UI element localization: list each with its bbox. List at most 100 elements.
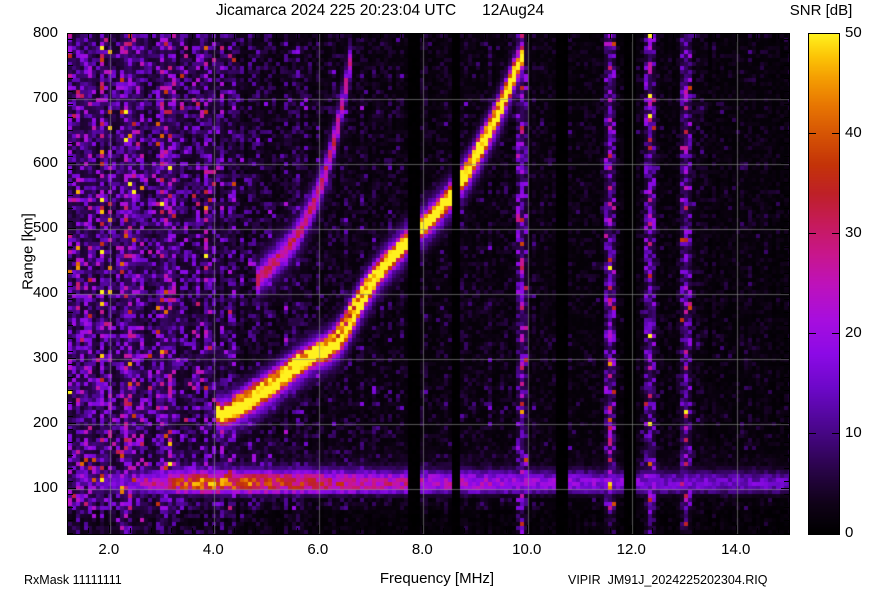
colorbar-gradient [809,34,839,534]
x-minor-tick-mark [192,528,193,533]
y-minor-tick-mark [68,403,73,404]
y-tick-mark [781,228,789,229]
x-minor-tick-mark [339,528,340,533]
figure-title: Jicamarca 2024 225 20:23:04 UTC 12Aug24 [215,2,545,19]
x-minor-tick-mark [192,34,193,39]
y-minor-tick-mark [68,182,73,183]
colorbar-tick-label: 0 [845,524,854,541]
y-minor-tick-mark [784,351,789,352]
x-minor-tick-mark [276,528,277,533]
y-tick-label: 300 [32,348,58,366]
x-minor-tick-mark [464,34,465,39]
y-minor-tick-mark [68,91,73,92]
x-minor-tick-mark [67,528,68,533]
x-minor-tick-mark [569,34,570,39]
footer-datafile: VIPIR JM91J_2024225202304.RIQ [568,573,768,587]
x-tick-mark [318,34,319,42]
y-tick-mark [68,488,76,489]
y-minor-tick-mark [784,507,789,508]
colorbar-tick-label: 50 [845,24,862,41]
y-minor-tick-mark [784,143,789,144]
y-tick-mark [781,488,789,489]
y-tick-mark [68,163,76,164]
y-minor-tick-mark [68,273,73,274]
x-minor-tick-mark [757,528,758,533]
y-minor-tick-mark [784,247,789,248]
colorbar [808,33,840,535]
y-minor-tick-mark [68,364,73,365]
y-minor-tick-mark [68,481,73,482]
x-minor-tick-mark [234,34,235,39]
x-minor-tick-mark [255,528,256,533]
y-minor-tick-mark [784,468,789,469]
x-minor-tick-mark [88,34,89,39]
x-minor-tick-mark [401,528,402,533]
y-minor-tick-mark [68,156,73,157]
x-minor-tick-mark [130,528,131,533]
y-tick-label: 100 [32,478,58,496]
x-minor-tick-mark [673,34,674,39]
y-tick-label: 700 [32,88,58,106]
y-tick-mark [781,358,789,359]
ionogram-heatmap-canvas [68,34,789,534]
y-minor-tick-mark [784,481,789,482]
y-minor-tick-mark [68,78,73,79]
x-minor-tick-mark [778,528,779,533]
x-minor-tick-mark [610,34,611,39]
x-tick-label: 10.0 [512,541,542,558]
colorbar-tick-mark [809,333,816,334]
y-minor-tick-mark [68,312,73,313]
y-minor-tick-mark [68,494,73,495]
y-minor-tick-mark [68,429,73,430]
x-minor-tick-mark [569,528,570,533]
x-tick-mark [318,525,319,533]
y-minor-tick-mark [68,221,73,222]
x-minor-tick-mark [485,34,486,39]
x-minor-tick-mark [67,34,68,39]
y-minor-tick-mark [784,221,789,222]
y-minor-tick-mark [784,52,789,53]
y-tick-mark [781,98,789,99]
y-minor-tick-mark [68,260,73,261]
x-minor-tick-mark [757,34,758,39]
x-minor-tick-mark [171,34,172,39]
x-tick-label: 2.0 [98,541,120,558]
y-minor-tick-mark [68,117,73,118]
x-minor-tick-mark [694,528,695,533]
ionogram-plot-area[interactable] [67,33,790,535]
y-minor-tick-mark [784,39,789,40]
colorbar-tick-mark [809,133,816,134]
x-minor-tick-mark [610,528,611,533]
y-minor-tick-mark [784,104,789,105]
y-minor-tick-mark [68,208,73,209]
x-tick-mark [422,525,423,533]
y-minor-tick-mark [68,533,73,534]
x-minor-tick-mark [276,34,277,39]
y-minor-tick-mark [784,364,789,365]
y-minor-tick-mark [784,195,789,196]
x-minor-tick-mark [171,528,172,533]
y-minor-tick-mark [68,130,73,131]
y-minor-tick-mark [784,325,789,326]
x-tick-mark [213,525,214,533]
y-tick-label: 600 [32,153,58,171]
y-tick-mark [781,423,789,424]
colorbar-tick-label: 40 [845,124,862,141]
x-minor-tick-mark [548,34,549,39]
x-minor-tick-mark [380,528,381,533]
y-minor-tick-mark [68,377,73,378]
x-minor-tick-mark [506,34,507,39]
x-minor-tick-mark [401,34,402,39]
x-minor-tick-mark [255,34,256,39]
x-tick-label: 6.0 [307,541,329,558]
y-tick-mark [781,163,789,164]
x-tick-mark [109,525,110,533]
x-minor-tick-mark [360,528,361,533]
y-minor-tick-mark [784,156,789,157]
y-minor-tick-mark [784,260,789,261]
x-minor-tick-mark [380,34,381,39]
y-minor-tick-mark [784,429,789,430]
y-tick-mark [781,293,789,294]
x-minor-tick-mark [297,528,298,533]
